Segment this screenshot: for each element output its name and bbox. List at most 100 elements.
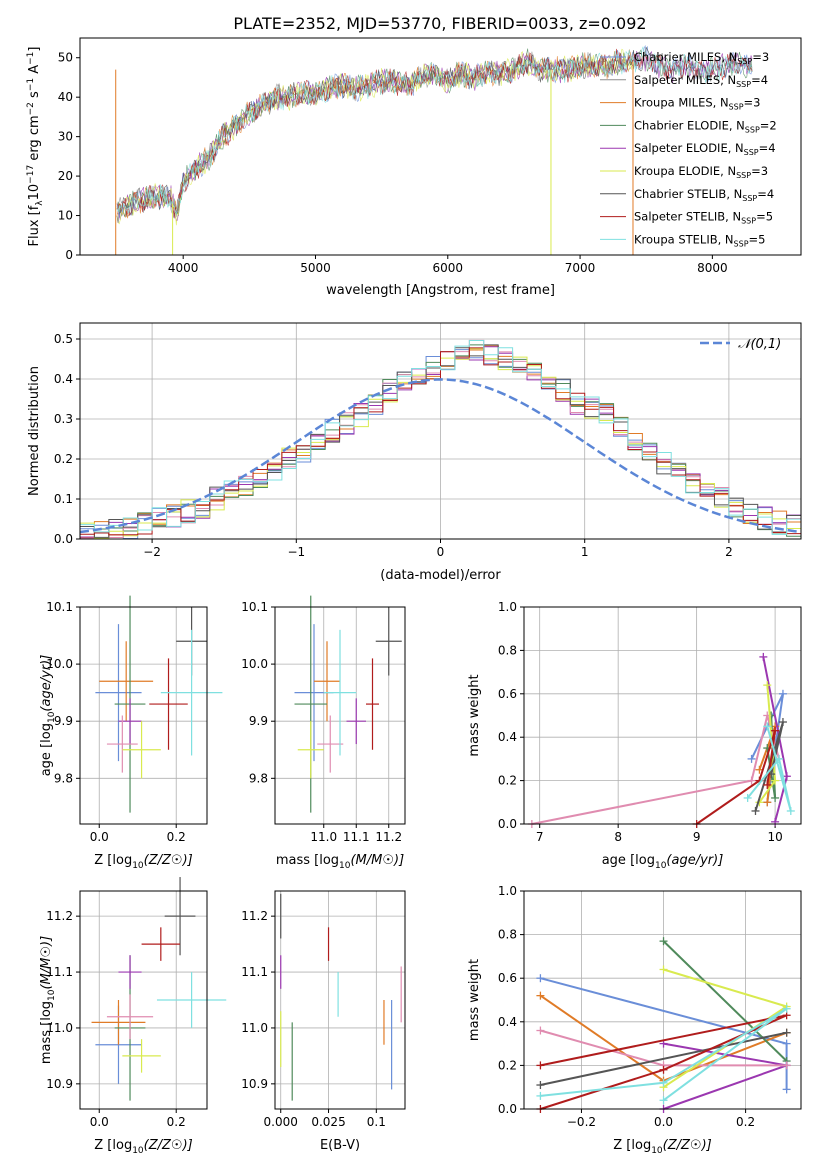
x-tick-label: 0.025	[311, 1115, 345, 1129]
x-tick-label: −2	[143, 545, 161, 559]
y-axis-label: Normed distribution	[27, 366, 42, 496]
panel-6: 0.0 0.2 10.9 11.0 11.1 11.2 Z [log10(Z/Z☉)] mas…	[39, 877, 227, 1156]
y-tick-label: 0.0	[498, 817, 517, 831]
y-tick-label: 9.9	[54, 714, 73, 728]
x-tick-label: 5000	[300, 261, 331, 275]
x-tick-label: 10	[767, 830, 782, 844]
x-tick-label: 8000	[697, 261, 728, 275]
x-axis-label: E(B-V)	[320, 1138, 360, 1153]
x-tick-label: 7	[536, 830, 544, 844]
axes-frame	[79, 606, 208, 825]
y-tick-label: 10.9	[46, 1077, 73, 1091]
x-tick-label: −1	[287, 545, 305, 559]
y-tick-label: 11.0	[46, 1021, 73, 1035]
y-tick-label: 40	[58, 90, 73, 104]
series-line	[696, 730, 777, 825]
histogram-step	[79, 339, 802, 539]
y-tick-label: 10.0	[46, 657, 73, 671]
y-tick-label: 11.1	[241, 965, 268, 979]
axes-frame	[79, 37, 802, 256]
y-tick-label: 10.0	[241, 657, 268, 671]
x-tick-label: 11.0	[310, 830, 337, 844]
legend-label: Kroupa STELIB, NSSP=5	[634, 232, 765, 248]
panel-3: 0.0 0.2 9.8 9.9 10.0 10.1 Z [log10(Z/Z☉)] age […	[39, 595, 223, 871]
y-tick-label: 0.6	[498, 971, 517, 985]
y-tick-label: 0.0	[498, 1102, 517, 1116]
y-tick-label: 30	[58, 130, 73, 144]
x-tick-label: 0.0	[90, 1115, 109, 1129]
y-tick-label: 0.5	[54, 332, 73, 346]
x-tick-label: 0.0	[654, 1115, 673, 1129]
series-line	[662, 940, 788, 1062]
legend-label: Chabrier STELIB, NSSP=4	[634, 187, 774, 203]
x-tick-label: 8	[614, 830, 622, 844]
y-tick-label: 0.3	[54, 412, 73, 426]
y-tick-label: 9.8	[249, 771, 268, 785]
y-tick-label: 10.1	[241, 600, 268, 614]
x-tick-label: 0	[437, 545, 445, 559]
panel-8: −0.2 0.0 0.2 0.0 0.2 0.4 0.6 0.8 1.0 mass weight Z…	[467, 884, 801, 1156]
y-tick-label: 0.6	[498, 687, 517, 701]
panel-7: 0.000 0.025 0.1 10.9 11.0 11.1 11.2 E(B-V)	[241, 891, 405, 1153]
y-tick-label: 0	[65, 248, 73, 262]
x-axis-label: wavelength [Angstrom, rest frame]	[326, 283, 555, 298]
y-axis-label: mass weight	[467, 674, 482, 756]
x-axis-label: Z [log10(Z/Z☉)]	[613, 1138, 711, 1156]
y-tick-label: 0.1	[54, 492, 73, 506]
y-tick-label: 9.8	[54, 771, 73, 785]
axes-frame	[523, 890, 802, 1110]
x-tick-label: 7000	[565, 261, 596, 275]
legend-label: Salpeter STELIB, NSSP=5	[634, 210, 773, 226]
y-tick-label: 10.1	[46, 600, 73, 614]
series-line	[540, 1007, 788, 1102]
y-tick-label: 0.2	[498, 1058, 517, 1072]
x-tick-label: 0.1	[367, 1115, 386, 1129]
y-tick-label: 0.4	[498, 1015, 517, 1029]
x-tick-label: 11.1	[343, 830, 370, 844]
x-tick-label: 0.000	[264, 1115, 298, 1129]
x-tick-label: 2	[725, 545, 733, 559]
x-axis-label: age [log10(age/yr)]	[602, 853, 724, 871]
spectrum-line	[116, 47, 753, 223]
y-tick-label: 0.8	[498, 928, 517, 942]
x-axis-label: Z [log10(Z/Z☉)]	[94, 853, 192, 871]
x-tick-label: −0.2	[567, 1115, 596, 1129]
x-tick-label: 1	[581, 545, 589, 559]
panel-4: 11.0 11.1 11.2 9.8 9.9 10.0 10.1 mass [log10(M/…	[241, 595, 405, 871]
x-tick-label: 0.2	[167, 830, 186, 844]
x-tick-label: 4000	[168, 261, 199, 275]
y-tick-label: 1.0	[498, 600, 517, 614]
spectrum-line	[116, 46, 753, 215]
legend-label: Salpeter MILES, NSSP=4	[634, 73, 768, 89]
panel-1: 4000 5000 6000 7000 8000 0 10 20 30 40 50 Chabrier …	[26, 44, 777, 298]
y-tick-label: 0.0	[54, 532, 73, 546]
y-tick-label: 0.2	[54, 452, 73, 466]
legend-label: Kroupa ELODIE, NSSP=3	[634, 164, 768, 180]
x-axis-label: mass [log10(M/M☉)]	[276, 853, 404, 871]
y-tick-label: 10	[58, 209, 73, 223]
legend-label: Salpeter ELODIE, NSSP=4	[634, 141, 776, 157]
x-tick-label: 0.2	[167, 1115, 186, 1129]
legend-label: 𝒩(0,1)	[738, 337, 781, 352]
axes-frame	[79, 890, 208, 1110]
axes-frame	[79, 322, 802, 540]
y-axis-label: Flux [fλ10−17 erg cm−2 s−1 A−1]	[26, 47, 45, 247]
x-axis-label: Z [log10(Z/Z☉)]	[94, 1138, 192, 1156]
y-tick-label: 1.0	[498, 884, 517, 898]
y-tick-label: 20	[58, 169, 73, 183]
y-tick-label: 11.2	[46, 909, 73, 923]
x-tick-label: 0.0	[90, 830, 109, 844]
y-tick-label: 50	[58, 51, 73, 65]
legend-label: Chabrier MILES, NSSP=3	[634, 50, 769, 66]
y-axis-label: age [log10(age/yr)]	[39, 655, 57, 777]
x-axis-label: (data-model)/error	[380, 568, 501, 583]
panel-5: 7 8 9 10 0.0 0.2 0.4 0.6 0.8 1.0 mass weight age [l…	[467, 600, 801, 871]
x-tick-label: 0.2	[736, 1115, 755, 1129]
series-line	[531, 715, 780, 825]
axes-frame	[523, 606, 802, 825]
figure-title: PLATE=2352, MJD=53770, FIBERID=0033, z=0…	[233, 14, 646, 33]
y-tick-label: 0.8	[498, 643, 517, 657]
series-line	[746, 726, 792, 812]
series-line	[540, 1031, 787, 1086]
